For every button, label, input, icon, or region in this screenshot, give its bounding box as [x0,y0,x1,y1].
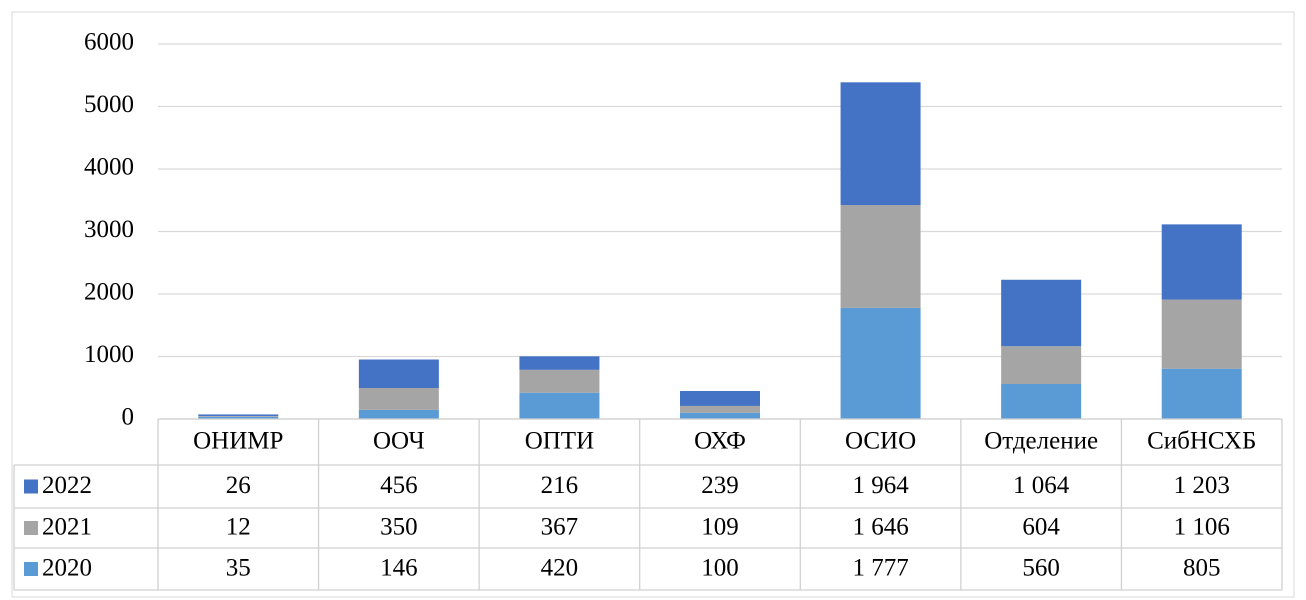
table-value: 239 [701,472,739,499]
x-tick-label: ОПТИ [525,428,594,455]
bar-segment [1001,384,1082,419]
table-value: 1 203 [1174,472,1230,499]
table-value: 367 [541,514,579,541]
bar-segment [1161,224,1242,300]
legend-label: 2022 [42,472,92,499]
table-value: 1 064 [1013,472,1070,499]
y-tick-label: 0 [122,404,135,431]
table-value: 456 [380,472,418,499]
y-tick-label: 5000 [84,91,134,118]
x-tick-label: Отделение [984,428,1098,455]
bar-segment [519,369,600,393]
table-value: 109 [701,514,739,541]
x-tick-label: СибНСХБ [1147,428,1256,455]
bar-segment [840,82,921,206]
bar-segment [358,409,439,419]
legend-swatch [24,562,38,576]
table-value: 604 [1022,514,1060,541]
bar-segment [198,414,279,417]
bar-segment [358,388,439,410]
table-value: 350 [380,514,418,541]
bar-segment [680,405,760,413]
bar-segment [198,416,279,417]
legend-label: 2021 [42,514,92,541]
bar-segment [680,412,760,419]
legend-swatch [24,479,38,494]
bar-segment [1001,346,1082,384]
bar-segment [358,359,439,388]
bar-segment [840,307,921,419]
table-value: 1 106 [1174,514,1230,541]
table-value: 420 [541,555,579,582]
bar-segment [1161,299,1242,369]
table-value: 26 [226,472,251,499]
table-value: 12 [226,514,251,541]
bar-segment [519,356,600,370]
x-tick-label: ОНИМР [193,428,283,455]
bar-segment [680,391,760,406]
table-value: 216 [541,472,579,499]
bar-segment [198,416,279,419]
bar-segment [840,205,921,308]
legend-label: 2020 [42,555,92,582]
table-value: 1 777 [852,555,908,582]
x-tick-label: ООЧ [373,428,425,455]
legend-swatch [24,521,38,535]
table-value: 146 [380,555,418,582]
chart-border [11,11,1295,598]
bar-segment [1161,368,1242,419]
x-tick-label: ОХФ [694,428,746,455]
table-value: 1 646 [852,514,908,541]
y-tick-label: 6000 [84,29,134,56]
table-value: 560 [1022,555,1060,582]
y-tick-label: 1000 [84,341,134,368]
table-value: 100 [701,555,739,582]
bar-segment [1001,279,1082,347]
y-tick-label: 4000 [84,154,134,181]
y-tick-label: 2000 [84,279,134,306]
y-tick-label: 3000 [84,216,134,243]
table-value: 805 [1183,555,1221,582]
table-value: 1 964 [852,472,909,499]
table-value: 35 [226,555,251,582]
x-tick-label: ОСИО [845,428,916,455]
bar-segment [519,392,600,419]
